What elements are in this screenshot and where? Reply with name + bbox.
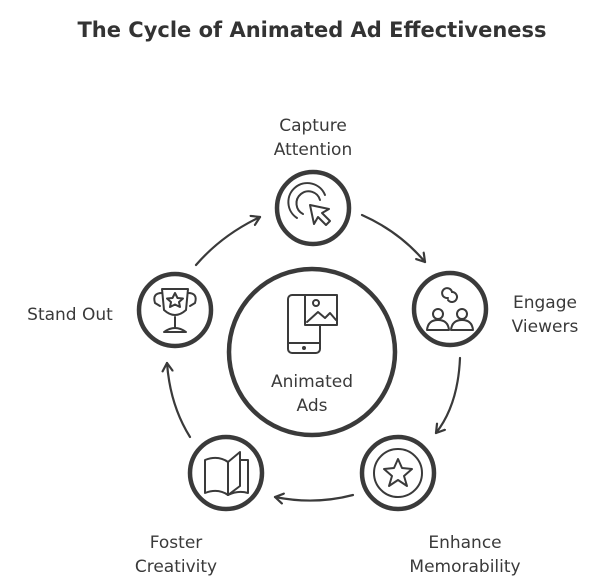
label-line1: Engage bbox=[513, 293, 577, 313]
open-book-icon bbox=[204, 451, 249, 496]
label-foster-creativity: Foster Creativity bbox=[116, 531, 236, 579]
label-line2: Attention bbox=[273, 140, 353, 160]
node-capture-attention bbox=[274, 169, 352, 247]
center-label-line1: Animated bbox=[270, 372, 354, 392]
star-badge-icon bbox=[373, 448, 423, 498]
cursor-click-icon bbox=[287, 182, 331, 226]
trophy-icon bbox=[153, 288, 197, 333]
node-stand-out bbox=[136, 271, 214, 349]
label-line1: Stand Out bbox=[27, 305, 113, 325]
people-connect-icon bbox=[426, 287, 474, 331]
arrow-engage-to-enhance bbox=[434, 356, 462, 435]
mobile-image-icon bbox=[287, 294, 338, 354]
label-line2: Creativity bbox=[134, 557, 218, 577]
diagram-title: The Cycle of Animated Ad Effectiveness bbox=[77, 18, 547, 42]
node-foster-creativity bbox=[187, 434, 265, 512]
arrow-foster-to-standout bbox=[167, 361, 192, 439]
label-stand-out: Stand Out bbox=[10, 303, 130, 327]
node-enhance-memorability bbox=[359, 434, 437, 512]
arrow-capture-to-engage bbox=[360, 213, 427, 264]
label-engage-viewers: Engage Viewers bbox=[495, 291, 595, 339]
center-label-line2: Ads bbox=[296, 396, 328, 416]
label-line1: Foster bbox=[149, 533, 203, 553]
label-capture-attention: Capture Attention bbox=[243, 114, 383, 162]
label-line1: Enhance bbox=[428, 533, 502, 553]
center-label: Animated Ads bbox=[242, 370, 382, 418]
arrow-enhance-to-foster bbox=[273, 495, 355, 501]
arrow-standout-to-capture bbox=[194, 217, 262, 267]
label-line1: Capture bbox=[279, 116, 347, 136]
label-line2: Viewers bbox=[511, 317, 579, 337]
label-line2: Memorability bbox=[409, 557, 521, 577]
label-enhance-memorability: Enhance Memorability bbox=[385, 531, 545, 579]
center-node bbox=[226, 266, 398, 438]
node-engage-viewers bbox=[411, 270, 489, 348]
